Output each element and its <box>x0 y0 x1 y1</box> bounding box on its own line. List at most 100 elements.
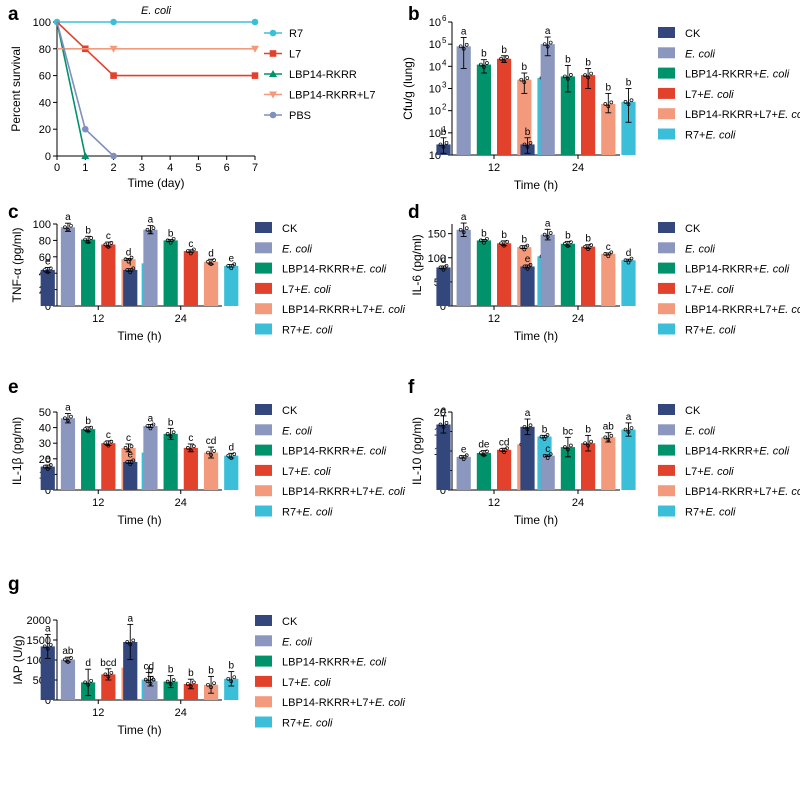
replicate-dot <box>525 266 530 271</box>
bar <box>436 267 451 306</box>
replicate-dot <box>189 684 193 689</box>
bar-group-24h: f a b c d e <box>123 215 239 306</box>
tick-base: 10 <box>429 61 441 73</box>
replicate-dot <box>229 456 234 460</box>
legend-swatch <box>658 128 675 140</box>
bar <box>143 426 158 490</box>
bar <box>123 642 138 700</box>
significance-letter: a <box>461 26 467 37</box>
bar <box>81 429 96 490</box>
legend-text-italic: E. coli <box>282 425 313 437</box>
replicate-dot <box>505 239 509 244</box>
bar <box>101 674 116 700</box>
legend-label: LBP14-RKRR+E. coli <box>685 446 790 458</box>
replicate-dot <box>145 679 150 684</box>
replicate-dot <box>548 40 553 45</box>
bar <box>476 64 491 155</box>
replicate-dot <box>109 670 114 675</box>
replicate-dot <box>444 263 449 268</box>
survival-line <box>56 21 87 157</box>
significance-letter: ab <box>603 422 615 433</box>
replicate-dot <box>603 435 608 440</box>
legend-swatch <box>658 262 675 274</box>
significance-letter: bc <box>563 426 574 437</box>
replicate-dot <box>45 467 50 471</box>
y-tick-exponent: 5 <box>442 36 447 45</box>
legend-swatch <box>255 262 272 274</box>
significance-letter: b <box>525 127 531 138</box>
y-tick-label: 100 <box>33 17 51 29</box>
replicate-dot <box>545 44 550 49</box>
legend-label: E. coli <box>282 243 313 255</box>
replicate-dot <box>583 244 587 249</box>
replicate-dot <box>603 252 608 256</box>
significance-letter: a <box>626 412 632 423</box>
y-tick-label: 2000 <box>27 615 51 627</box>
replicate-dot <box>168 240 173 245</box>
replicate-dot <box>171 430 176 435</box>
replicate-dot <box>109 241 114 245</box>
y-tick-label: 0 <box>440 485 446 497</box>
legend-label: R7+E. coli <box>282 718 333 730</box>
legend-text-part: LBP14-RKRR+ <box>282 657 356 669</box>
panel-c: c020406080100TNF-α (pg/ml)eabcdd12fabcde… <box>8 202 405 343</box>
replicate-dot <box>505 55 509 59</box>
replicate-dot <box>464 453 469 458</box>
legend-swatch <box>658 108 675 120</box>
y-tick-label: 40 <box>39 97 51 109</box>
legend-text-italic: E. coli <box>301 466 332 478</box>
replicate-dot <box>66 418 70 423</box>
panel-e: e01020304050IL-1β (pg/ml)eabccd12eabccdd… <box>8 377 405 527</box>
legend-swatch <box>255 655 272 667</box>
replicate-dot <box>505 446 509 451</box>
legend-text-italic: E. coli <box>303 718 334 730</box>
legend-text-part: LBP14-RKRR+ <box>685 264 759 276</box>
replicate-dot <box>502 450 506 455</box>
replicate-dot <box>232 452 237 456</box>
legend-text-italic: E. coli <box>706 325 737 337</box>
legend-text-part: LBP14-RKRR+ <box>685 446 759 458</box>
replicate-dot <box>189 448 193 453</box>
legend-text-part: L7+ <box>685 466 704 478</box>
legend-label: LBP14-RKRR+E. coli <box>685 264 790 276</box>
replicate-dot <box>232 675 237 680</box>
replicate-dot <box>48 642 53 647</box>
replicate-dot <box>589 439 593 444</box>
bar-group-12h: eabcdd <box>40 212 156 306</box>
legend-label: R7+E. coli <box>685 507 736 519</box>
legend-text-part: LBP14-RKRR+ <box>282 446 356 458</box>
replicate-dot <box>145 424 150 428</box>
x-axis-title: Time (h) <box>514 513 558 527</box>
bar <box>581 246 596 306</box>
replicate-dot <box>186 682 190 686</box>
significance-letter: b <box>501 230 507 241</box>
legend-label: L7+E. coli <box>282 466 331 478</box>
replicate-dot <box>522 142 527 147</box>
replicate-dot <box>609 433 614 438</box>
replicate-dot <box>109 439 114 444</box>
legend-label: LBP14-RKRR+L7 <box>289 90 376 102</box>
legend-text-part: R7+ <box>282 507 303 519</box>
replicate-dot <box>545 456 550 460</box>
replicate-dot <box>441 144 446 149</box>
legend-swatch <box>255 675 272 687</box>
legend-label: PBS <box>289 110 311 122</box>
bar <box>497 243 512 306</box>
legend-label: R7+E. coli <box>282 507 333 519</box>
data-point <box>109 45 118 53</box>
legend-swatch <box>658 87 675 99</box>
y-tick-exponent: 3 <box>442 81 447 90</box>
replicate-dot <box>522 424 527 429</box>
significance-letter: cd <box>499 437 510 448</box>
replicate-dot <box>566 76 570 81</box>
replicate-dot <box>206 682 210 687</box>
legend-text-italic: E. coli <box>759 446 790 458</box>
x-tick-label: 3 <box>139 162 145 174</box>
